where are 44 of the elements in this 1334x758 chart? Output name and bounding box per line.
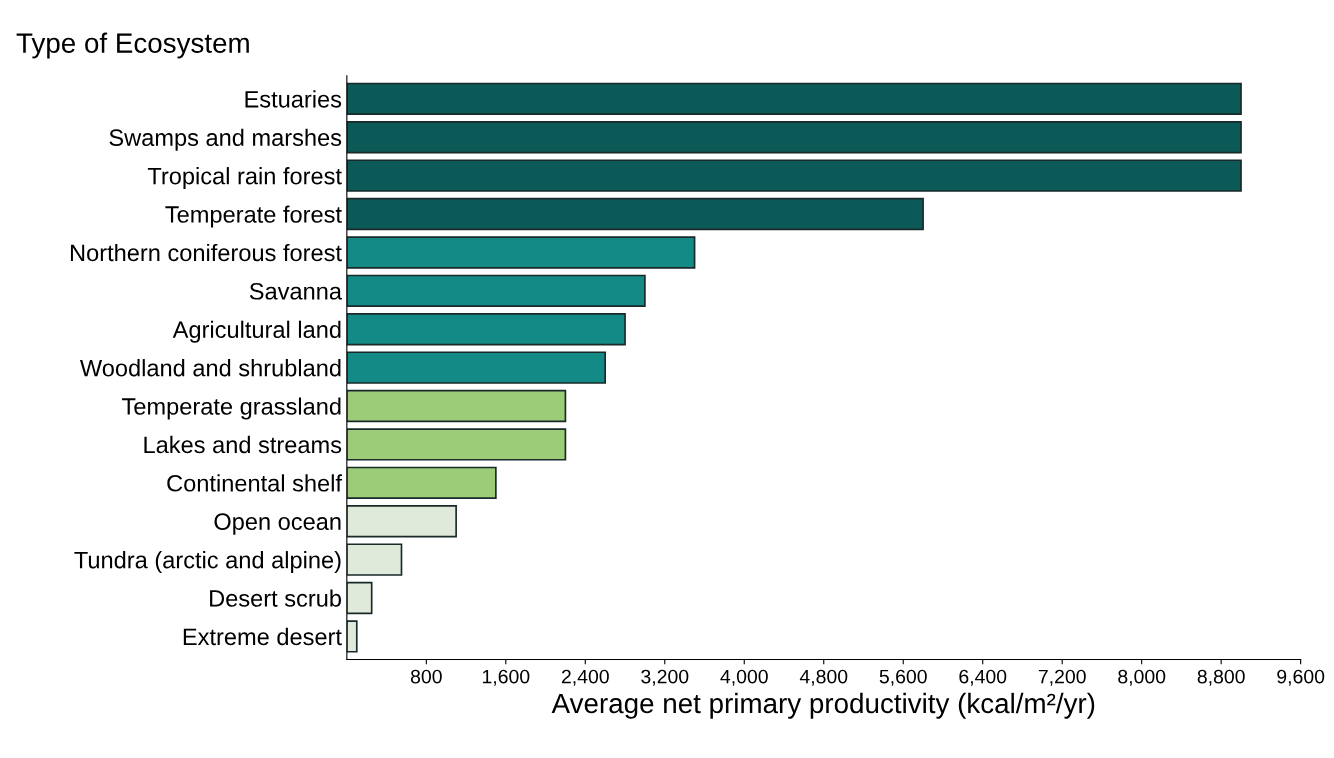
bar xyxy=(346,581,373,615)
y-tick-label: Tundra (arctic and alpine) xyxy=(74,551,341,574)
y-tick-label: Temperate grassland xyxy=(122,397,341,420)
bar xyxy=(346,197,924,231)
y-tick-label: Northern coniferous forest xyxy=(70,243,342,262)
y-tick-label: Swamps and marshes xyxy=(109,128,342,151)
x-tick-label: 4,800 xyxy=(799,669,848,686)
x-tick-label: 6,400 xyxy=(959,669,1007,686)
x-tick-label: 8,000 xyxy=(1118,669,1166,686)
x-tick-label: 2,400 xyxy=(561,669,609,686)
x-axis-title: Average net primary productivity (kcal/m²/yr) xyxy=(551,692,1095,719)
bar xyxy=(346,82,1242,116)
y-tick-label: Open ocean xyxy=(214,513,341,535)
x-tick-label: 1,600 xyxy=(482,669,530,686)
bar xyxy=(346,428,567,461)
x-tick-label: 8,800 xyxy=(1197,669,1245,686)
y-tick-label: Desert scrub xyxy=(210,589,341,607)
bar xyxy=(346,505,457,538)
bar xyxy=(346,313,626,346)
y-tick-label: Estuaries xyxy=(245,90,342,108)
y-tick-label: Tropical rain forest xyxy=(147,167,342,190)
x-tick-label: 7,200 xyxy=(1038,669,1086,686)
y-tick-label: Agricultural land xyxy=(172,320,341,343)
y-axis-title: Type of Ecosystem xyxy=(16,32,249,59)
x-tick-label: 3,200 xyxy=(641,669,689,686)
x-tick-label: 5,600 xyxy=(879,669,927,686)
bar xyxy=(346,121,1242,154)
x-tick-label: 4,000 xyxy=(720,669,768,686)
x-tick-label: 800 xyxy=(410,669,442,684)
bar xyxy=(346,351,606,384)
y-tick-label: Woodland and shrubland xyxy=(79,359,341,377)
x-tick-label: 9,600 xyxy=(1277,669,1325,686)
bar xyxy=(346,620,358,653)
y-tick-label: Lakes and streams xyxy=(144,435,342,454)
bar xyxy=(346,159,1242,192)
bar xyxy=(346,389,567,423)
bar xyxy=(346,466,497,500)
y-tick-label: Continental shelf xyxy=(167,474,343,492)
y-tick-label: Temperate forest xyxy=(165,205,342,228)
bar xyxy=(346,236,696,269)
bar xyxy=(346,274,646,308)
y-tick-label: Savanna xyxy=(249,282,342,300)
y-tick-label: Extreme desert xyxy=(183,627,342,646)
bar xyxy=(346,543,403,576)
